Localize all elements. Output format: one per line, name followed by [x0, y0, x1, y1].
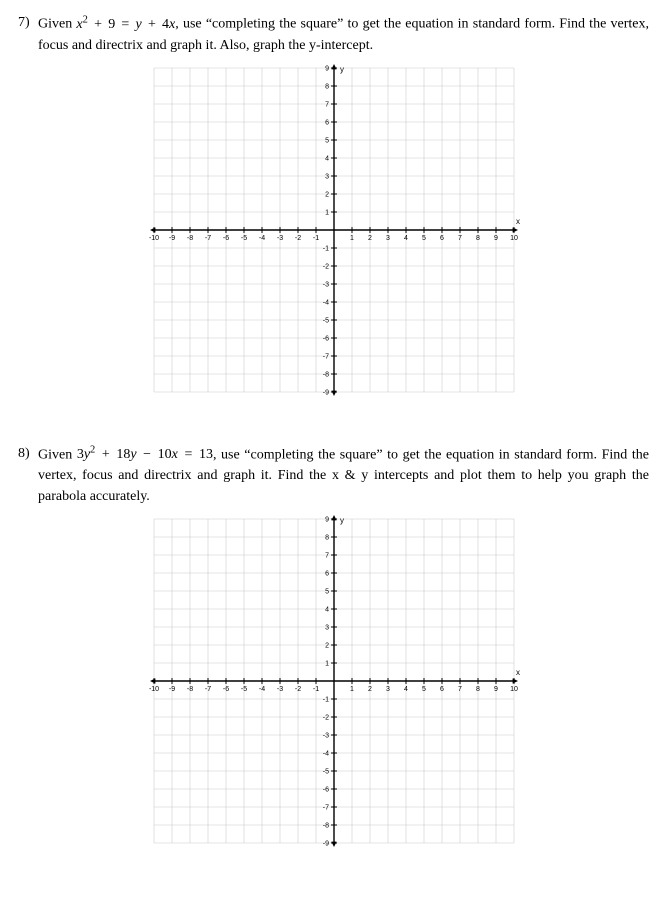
svg-text:-2: -2 [322, 263, 328, 270]
svg-text:-10: -10 [148, 686, 158, 693]
svg-text:x: x [516, 217, 520, 226]
svg-text:-6: -6 [322, 335, 328, 342]
svg-text:-7: -7 [322, 805, 328, 812]
problem-8-grid-container: -10 -9 -8 -7 -6 -5 -4 -3 -2 -1 1 2 3 4 5 6 7 8 9 10 -9 -8 -7 -6… [18, 513, 649, 854]
svg-text:5: 5 [325, 137, 329, 144]
problem-8: 8) Given 3y2 + 18y − 10x = 13, use “comp… [18, 443, 649, 855]
problem-7-grid-container: -10 -9 -8 -7 -6 -5 -4 -3 -2 -1 1 2 3 4 5 6 7 8 9 10 -9 -8 -7 -6… [18, 62, 649, 403]
svg-text:-3: -3 [276, 686, 282, 693]
svg-text:-5: -5 [240, 686, 246, 693]
svg-text:10: 10 [510, 235, 518, 242]
svg-text:4: 4 [325, 155, 329, 162]
svg-text:7: 7 [458, 686, 462, 693]
svg-text:-7: -7 [204, 686, 210, 693]
svg-text:y: y [340, 65, 344, 74]
svg-text:2: 2 [368, 686, 372, 693]
problem-7-equation: x2 + 9 = y + 4x [76, 17, 175, 32]
problem-8-body: Given 3y2 + 18y − 10x = 13, use “complet… [38, 443, 649, 508]
svg-text:-10: -10 [148, 235, 158, 242]
svg-text:x: x [516, 668, 520, 677]
svg-text:7: 7 [458, 235, 462, 242]
problem-8-pretext: Given [38, 447, 77, 462]
problem-8-coordinate-grid: -10 -9 -8 -7 -6 -5 -4 -3 -2 -1 1 2 3 4 5 6 7 8 9 10 -9 -8 -7 -6… [148, 513, 520, 849]
svg-text:-4: -4 [322, 751, 328, 758]
svg-text:1: 1 [325, 209, 329, 216]
svg-text:9: 9 [325, 65, 329, 72]
svg-text:-9: -9 [168, 235, 174, 242]
svg-text:-7: -7 [204, 235, 210, 242]
problem-7-pretext: Given [38, 17, 76, 32]
svg-text:-8: -8 [322, 823, 328, 830]
svg-text:-1: -1 [312, 686, 318, 693]
problem-7-number: 7) [18, 12, 38, 33]
svg-text:-2: -2 [294, 235, 300, 242]
svg-text:6: 6 [440, 235, 444, 242]
svg-text:3: 3 [325, 173, 329, 180]
svg-text:-4: -4 [258, 235, 264, 242]
svg-text:10: 10 [510, 686, 518, 693]
svg-text:7: 7 [325, 553, 329, 560]
svg-text:-3: -3 [276, 235, 282, 242]
svg-text:-9: -9 [322, 389, 328, 396]
svg-text:9: 9 [494, 235, 498, 242]
svg-text:-1: -1 [322, 697, 328, 704]
problem-8-text: 8) Given 3y2 + 18y − 10x = 13, use “comp… [18, 443, 649, 508]
svg-text:3: 3 [386, 235, 390, 242]
svg-text:-2: -2 [322, 715, 328, 722]
svg-text:8: 8 [476, 686, 480, 693]
svg-text:-8: -8 [186, 235, 192, 242]
svg-text:y: y [340, 516, 344, 525]
svg-text:-3: -3 [322, 281, 328, 288]
svg-text:-8: -8 [186, 686, 192, 693]
svg-text:-1: -1 [312, 235, 318, 242]
problem-7: 7) Given x2 + 9 = y + 4x, use “completin… [18, 12, 649, 403]
svg-text:4: 4 [404, 686, 408, 693]
svg-text:-4: -4 [258, 686, 264, 693]
svg-text:6: 6 [440, 686, 444, 693]
svg-text:9: 9 [494, 686, 498, 693]
problem-7-body: Given x2 + 9 = y + 4x, use “completing t… [38, 12, 649, 56]
svg-text:8: 8 [325, 535, 329, 542]
svg-text:8: 8 [325, 83, 329, 90]
svg-text:-6: -6 [222, 235, 228, 242]
svg-text:1: 1 [325, 661, 329, 668]
svg-text:5: 5 [422, 686, 426, 693]
svg-text:-7: -7 [322, 353, 328, 360]
svg-text:5: 5 [422, 235, 426, 242]
svg-text:-6: -6 [222, 686, 228, 693]
svg-text:9: 9 [325, 517, 329, 524]
problem-7-text: 7) Given x2 + 9 = y + 4x, use “completin… [18, 12, 649, 56]
svg-text:2: 2 [368, 235, 372, 242]
svg-text:1: 1 [350, 235, 354, 242]
svg-text:4: 4 [325, 607, 329, 614]
svg-text:3: 3 [325, 625, 329, 632]
svg-text:2: 2 [325, 191, 329, 198]
svg-text:-4: -4 [322, 299, 328, 306]
svg-text:-9: -9 [168, 686, 174, 693]
svg-text:4: 4 [404, 235, 408, 242]
svg-text:1: 1 [350, 686, 354, 693]
svg-text:-5: -5 [322, 769, 328, 776]
svg-text:7: 7 [325, 101, 329, 108]
svg-text:2: 2 [325, 643, 329, 650]
svg-text:-5: -5 [240, 235, 246, 242]
svg-text:-5: -5 [322, 317, 328, 324]
svg-text:-8: -8 [322, 371, 328, 378]
svg-text:-9: -9 [322, 841, 328, 848]
svg-text:-1: -1 [322, 245, 328, 252]
svg-text:6: 6 [325, 571, 329, 578]
svg-text:-2: -2 [294, 686, 300, 693]
problem-8-equation: 3y2 + 18y − 10x = 13 [77, 447, 213, 462]
svg-text:3: 3 [386, 686, 390, 693]
svg-text:8: 8 [476, 235, 480, 242]
svg-text:-3: -3 [322, 733, 328, 740]
svg-text:5: 5 [325, 589, 329, 596]
svg-text:6: 6 [325, 119, 329, 126]
svg-text:-6: -6 [322, 787, 328, 794]
problem-7-coordinate-grid: -10 -9 -8 -7 -6 -5 -4 -3 -2 -1 1 2 3 4 5 6 7 8 9 10 -9 -8 -7 -6… [148, 62, 520, 398]
problem-8-number: 8) [18, 443, 38, 464]
